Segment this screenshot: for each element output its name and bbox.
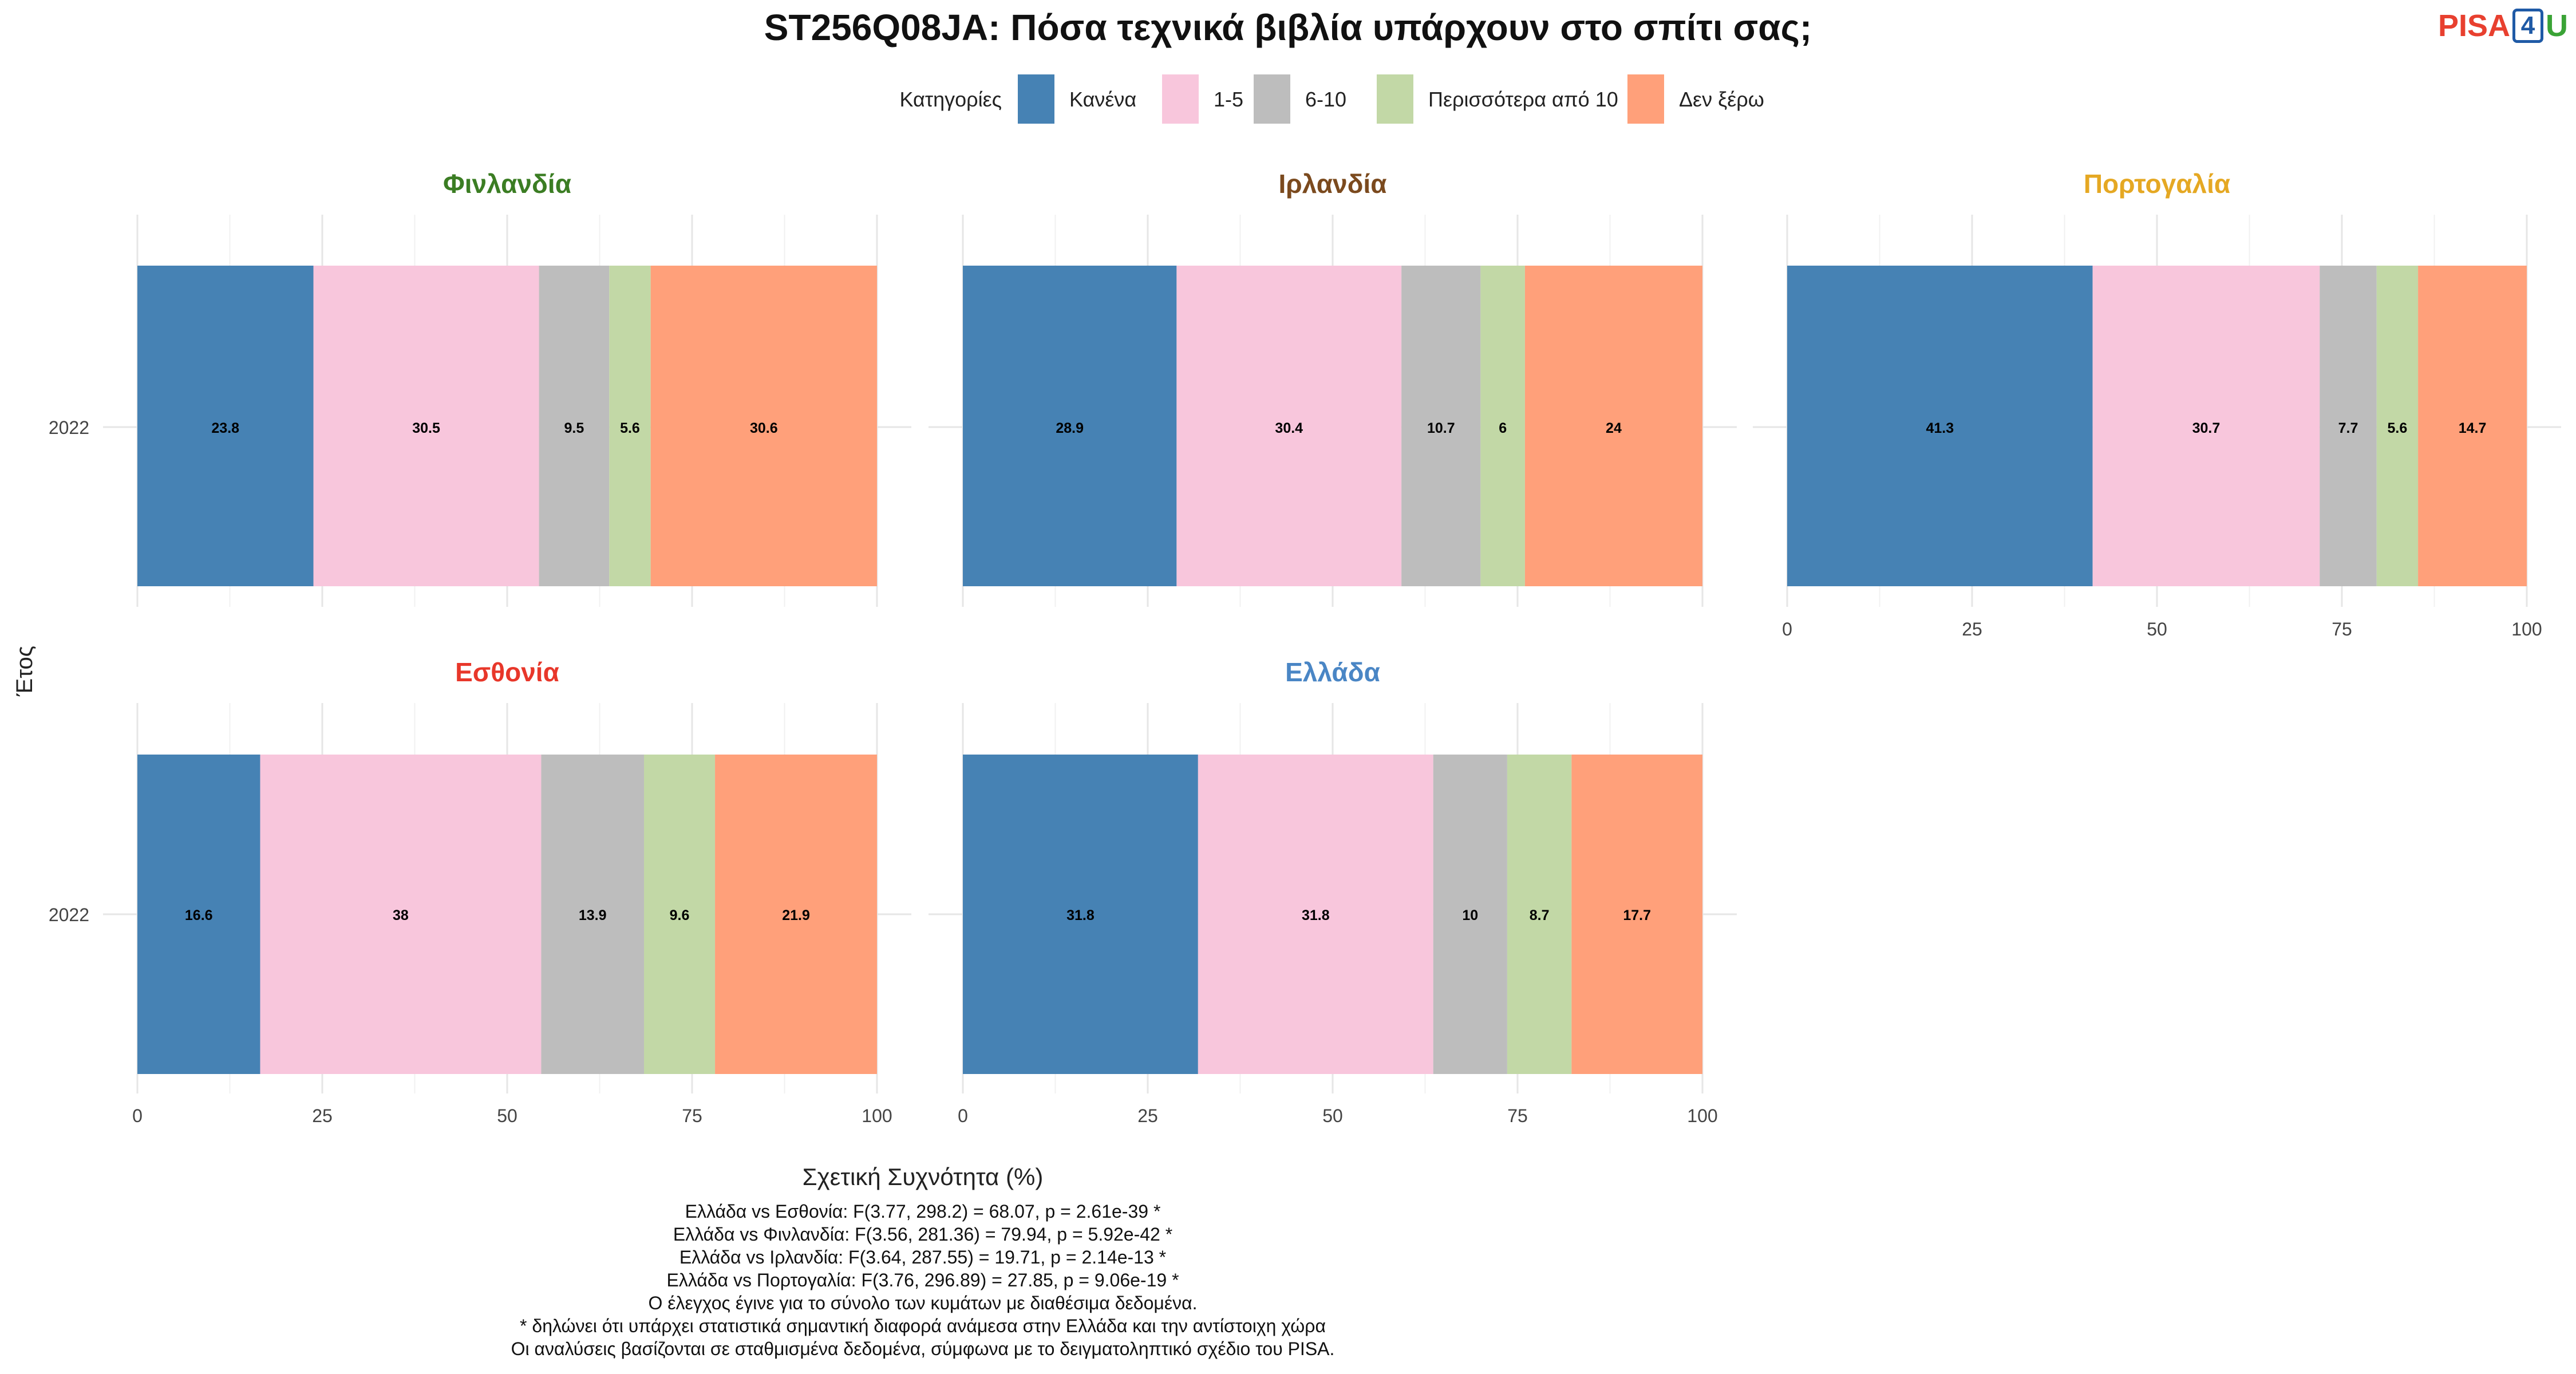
x-tick-label: 25 xyxy=(1962,619,1982,639)
panel-title: Ελλάδα xyxy=(1285,657,1380,687)
bar-segment xyxy=(963,266,1177,586)
bar-segment xyxy=(137,266,314,586)
footnote-line: Ελλάδα vs Φινλανδία: F(3.56, 281.36) = 7… xyxy=(673,1224,1172,1245)
bar-segment xyxy=(1198,755,1433,1074)
data-label: 30.6 xyxy=(750,420,778,436)
panel-title: Εσθονία xyxy=(455,657,559,687)
data-label: 6 xyxy=(1499,420,1507,436)
data-label: 21.9 xyxy=(782,907,810,923)
data-label: 13.9 xyxy=(579,907,607,923)
bar-segment xyxy=(2418,266,2527,586)
y-tick-label: 2022 xyxy=(49,417,89,438)
x-tick-label: 25 xyxy=(312,1105,333,1126)
y-axis-title: Έτος xyxy=(12,646,37,697)
x-tick-label: 50 xyxy=(2147,619,2167,639)
data-label: 9.5 xyxy=(564,420,584,436)
x-tick-label: 50 xyxy=(497,1105,517,1126)
bar-segment xyxy=(1176,266,1402,586)
data-label: 10 xyxy=(1462,907,1478,923)
legend-swatch xyxy=(1627,74,1664,124)
x-tick-label: 75 xyxy=(2332,619,2352,639)
bar-segment xyxy=(963,755,1198,1074)
bar-segment xyxy=(650,266,877,586)
data-label: 17.7 xyxy=(1623,907,1651,923)
x-tick-label: 100 xyxy=(862,1105,892,1126)
data-label: 7.7 xyxy=(2338,420,2358,436)
logo-text-u: U xyxy=(2546,9,2568,43)
panel-title: Φινλανδία xyxy=(443,169,571,199)
x-tick-label: 0 xyxy=(958,1105,968,1126)
bar-segment xyxy=(313,266,539,586)
x-tick-label: 100 xyxy=(2511,619,2542,639)
x-tick-label: 50 xyxy=(1322,1105,1343,1126)
data-label: 31.8 xyxy=(1302,907,1330,923)
footnote-line: Ελλάδα vs Εσθονία: F(3.77, 298.2) = 68.0… xyxy=(685,1201,1161,1222)
data-label: 24 xyxy=(1606,420,1622,436)
legend-swatch xyxy=(1377,74,1413,124)
x-tick-label: 0 xyxy=(132,1105,143,1126)
bar-segment xyxy=(539,266,610,586)
x-tick-label: 75 xyxy=(682,1105,702,1126)
data-label: 38 xyxy=(393,907,409,923)
data-label: 16.6 xyxy=(185,907,213,923)
bar-segment xyxy=(2320,266,2377,586)
legend-label: Κανένα xyxy=(1069,88,1136,111)
logo-text-pisa: PISA xyxy=(2437,9,2510,43)
bar-segment xyxy=(1480,266,1525,586)
footnote-line: Ελλάδα vs Ιρλανδία: F(3.64, 287.55) = 19… xyxy=(679,1247,1166,1268)
bar-segment xyxy=(1787,266,2093,586)
bar-segment xyxy=(1401,266,1481,586)
pisa4u-logo: PISA 4 U xyxy=(2438,8,2568,44)
data-label: 5.6 xyxy=(620,420,640,436)
bar-segment xyxy=(137,755,260,1074)
legend-label: 1-5 xyxy=(1214,88,1243,111)
x-tick-label: 0 xyxy=(1782,619,1792,639)
data-label: 14.7 xyxy=(2459,420,2487,436)
data-label: 23.8 xyxy=(211,420,239,436)
panel-title: Ιρλανδία xyxy=(1278,169,1386,199)
footnote-line: Ο έλεγχος έγινε για το σύνολο των κυμάτω… xyxy=(648,1293,1197,1313)
footnote-line: Ελλάδα vs Πορτογαλία: F(3.76, 296.89) = … xyxy=(666,1270,1179,1290)
legend-label: 6-10 xyxy=(1305,88,1346,111)
data-label: 41.3 xyxy=(1926,420,1954,436)
data-label: 8.7 xyxy=(1530,907,1550,923)
legend-label: Περισσότερα από 10 xyxy=(1428,88,1618,111)
data-label: 30.4 xyxy=(1275,420,1303,436)
data-label: 30.7 xyxy=(2192,420,2221,436)
bar-segment xyxy=(1433,755,1507,1074)
bar-segment xyxy=(1524,266,1702,586)
y-tick-label: 2022 xyxy=(49,905,89,925)
data-label: 10.7 xyxy=(1427,420,1455,436)
data-label: 5.6 xyxy=(2388,420,2408,436)
x-axis-title: Σχετική Συχνότητα (%) xyxy=(803,1163,1044,1190)
bar-segment xyxy=(2092,266,2320,586)
x-tick-label: 75 xyxy=(1507,1105,1528,1126)
legend-label: Δεν ξέρω xyxy=(1679,88,1764,111)
legend-swatch xyxy=(1162,74,1199,124)
footnote-line: * δηλώνει ότι υπάρχει στατιστικά σημαντι… xyxy=(520,1316,1326,1336)
x-tick-label: 100 xyxy=(1687,1105,1717,1126)
bar-segment xyxy=(1571,755,1702,1074)
bar-segment xyxy=(609,266,651,586)
bar-segment xyxy=(260,755,542,1074)
legend-title: Κατηγορίες xyxy=(899,88,1002,111)
bar-segment xyxy=(644,755,716,1074)
bar-segment xyxy=(2376,266,2419,586)
bar-segment xyxy=(1507,755,1572,1074)
data-label: 30.5 xyxy=(412,420,440,436)
data-label: 28.9 xyxy=(1056,420,1084,436)
chart-title: ST256Q08JA: Πόσα τεχνικά βιβλία υπάρχουν… xyxy=(764,7,1812,48)
bar-segment xyxy=(541,755,645,1074)
legend-swatch xyxy=(1018,74,1054,124)
bar-segment xyxy=(715,755,877,1074)
x-tick-label: 25 xyxy=(1137,1105,1158,1126)
panel-title: Πορτογαλία xyxy=(2084,169,2230,199)
logo-number-box: 4 xyxy=(2512,9,2543,43)
data-label: 9.6 xyxy=(670,907,690,923)
legend-swatch xyxy=(1254,74,1290,124)
footnote-line: Οι αναλύσεις βασίζονται σε σταθμισμένα δ… xyxy=(511,1339,1335,1359)
data-label: 31.8 xyxy=(1066,907,1095,923)
